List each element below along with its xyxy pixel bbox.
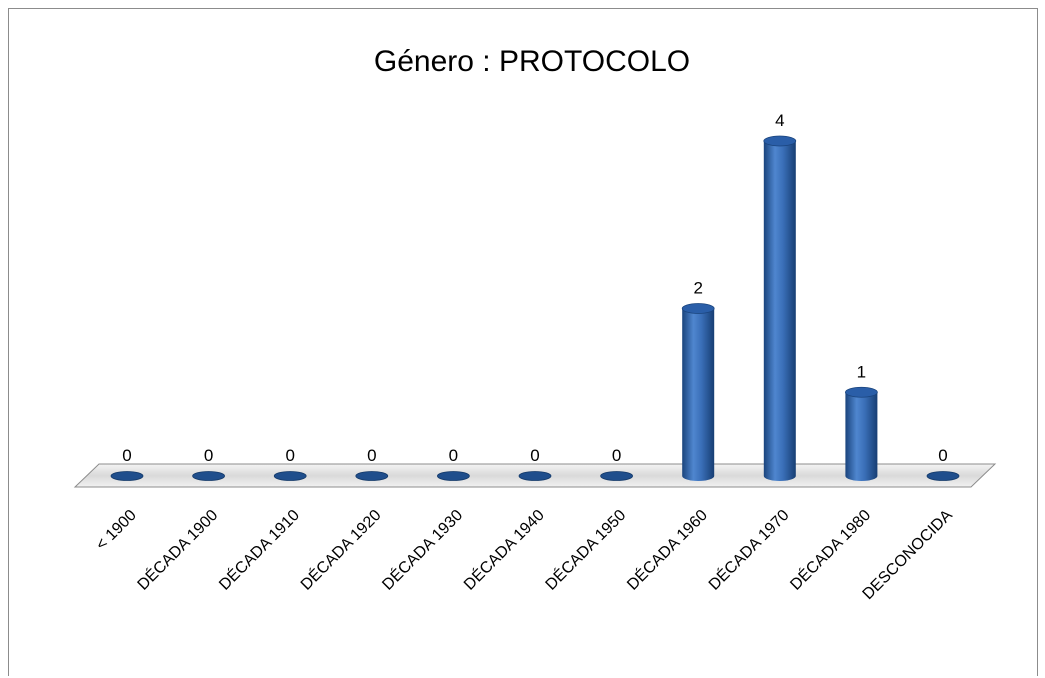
bar — [273, 471, 307, 481]
data-label: 0 — [122, 446, 131, 465]
bar-cap — [926, 471, 960, 481]
bar — [681, 303, 715, 481]
x-tick-label: DÉCADA 1970 — [704, 505, 792, 593]
bar — [518, 471, 552, 481]
x-tick-label: < 1900 — [93, 507, 140, 554]
x-tick-label: DÉCADA 1980 — [786, 505, 874, 593]
bar-body — [845, 392, 878, 481]
bar-cap — [845, 386, 878, 398]
x-tick-label: DÉCADA 1940 — [460, 505, 548, 593]
bar-body — [682, 308, 715, 481]
bar — [845, 386, 878, 481]
x-tick-label: DÉCADA 1960 — [623, 505, 711, 593]
data-label: 0 — [367, 446, 376, 465]
bar-cap — [436, 471, 470, 481]
bar — [355, 471, 389, 481]
bar — [600, 471, 633, 481]
data-label: 0 — [612, 446, 621, 465]
x-tick-label: DÉCADA 1910 — [215, 505, 303, 593]
data-label: 4 — [775, 111, 784, 130]
bar-cap — [273, 471, 307, 481]
bar-cap — [763, 135, 797, 147]
x-tick-label: DÉCADA 1920 — [296, 505, 384, 593]
chart-title: Género : PROTOCOLO — [374, 45, 690, 78]
bar-body — [763, 141, 796, 481]
x-tick-label: DESCONOCIDA — [860, 507, 956, 603]
bars-layer — [110, 135, 960, 481]
bar — [110, 471, 144, 481]
bar-cap — [110, 471, 144, 481]
bar-cap — [518, 471, 552, 481]
value-labels-layer: 0 0 0 0 0 0 0 2 4 1 0 — [122, 111, 947, 465]
data-label: 0 — [204, 446, 213, 465]
bar-cap — [355, 471, 389, 481]
bar — [763, 135, 797, 481]
bar — [926, 471, 960, 481]
bar — [192, 471, 226, 481]
bar — [436, 471, 470, 481]
bar-cap — [681, 303, 715, 314]
data-label: 1 — [857, 362, 866, 381]
x-tick-label: DÉCADA 1950 — [541, 505, 629, 593]
data-label: 0 — [449, 446, 458, 465]
x-tick-label: DÉCADA 1930 — [378, 505, 466, 593]
bar-cap — [192, 471, 226, 481]
data-label: 2 — [693, 279, 702, 298]
data-label: 0 — [530, 446, 539, 465]
bar-cap — [600, 471, 633, 481]
x-tick-label: DÉCADA 1900 — [133, 505, 221, 593]
data-label: 0 — [938, 446, 947, 465]
data-label: 0 — [285, 446, 294, 465]
